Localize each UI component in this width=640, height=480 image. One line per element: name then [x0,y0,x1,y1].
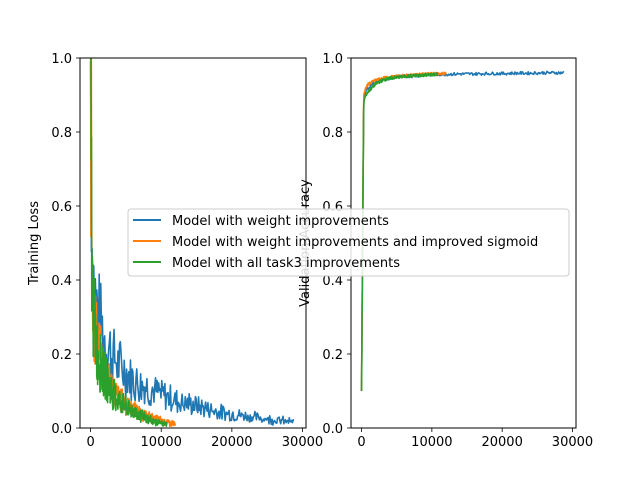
training-loss-xtick-label: 0 [86,435,94,450]
training-loss-axes: 0 10000 20000 30000 0.0 0.2 0.4 0.6 0.8 1.0 Train… [27,52,323,450]
training-loss-ytick-label: 0.6 [51,200,72,215]
training-loss-ticks: 0 10000 20000 30000 0.0 0.2 0.4 0.6 0.8 1.0 [51,52,323,450]
training-loss-ytick-label: 1.0 [51,52,72,67]
validation-accuracy-xtick-label: 30000 [552,435,593,450]
training-loss-xtick-label: 20000 [211,435,252,450]
validation-accuracy-xtick-label: 20000 [481,435,522,450]
validation-accuracy-xtick-label: 0 [357,435,365,450]
training-loss-xtick-label: 10000 [141,435,182,450]
training-loss-series-weight [89,60,295,426]
legend-box [127,208,570,277]
legend: Model with weight improvements Model wit… [127,208,570,277]
training-loss-ytick-label: 0.4 [51,274,72,289]
legend-label-task3: Model with all task3 improvements [172,256,400,271]
validation-accuracy-ytick-label: 1.0 [322,52,343,67]
training-loss-xtick-label: 30000 [282,435,323,450]
training-loss-series-layer [89,58,295,427]
validation-accuracy-ytick-label: 0.0 [322,422,343,437]
validation-accuracy-xtick-label: 10000 [411,435,452,450]
training-loss-ytick-label: 0.2 [51,348,72,363]
training-loss-ytick-label: 0.0 [51,422,72,437]
legend-label-sigmoid: Model with weight improvements and impro… [172,235,538,250]
validation-accuracy-series-task3 [360,72,439,392]
validation-accuracy-ytick-label: 0.4 [322,274,343,289]
validation-accuracy-series-layer [360,70,565,392]
training-loss-series-task3 [90,58,168,427]
training-loss-ylabel: Training Loss [27,201,42,286]
validation-accuracy-ytick-label: 0.2 [322,348,343,363]
training-loss-ytick-label: 0.8 [51,126,72,141]
legend-label-weight: Model with weight improvements [172,214,389,229]
validation-accuracy-ytick-label: 0.8 [322,126,343,141]
